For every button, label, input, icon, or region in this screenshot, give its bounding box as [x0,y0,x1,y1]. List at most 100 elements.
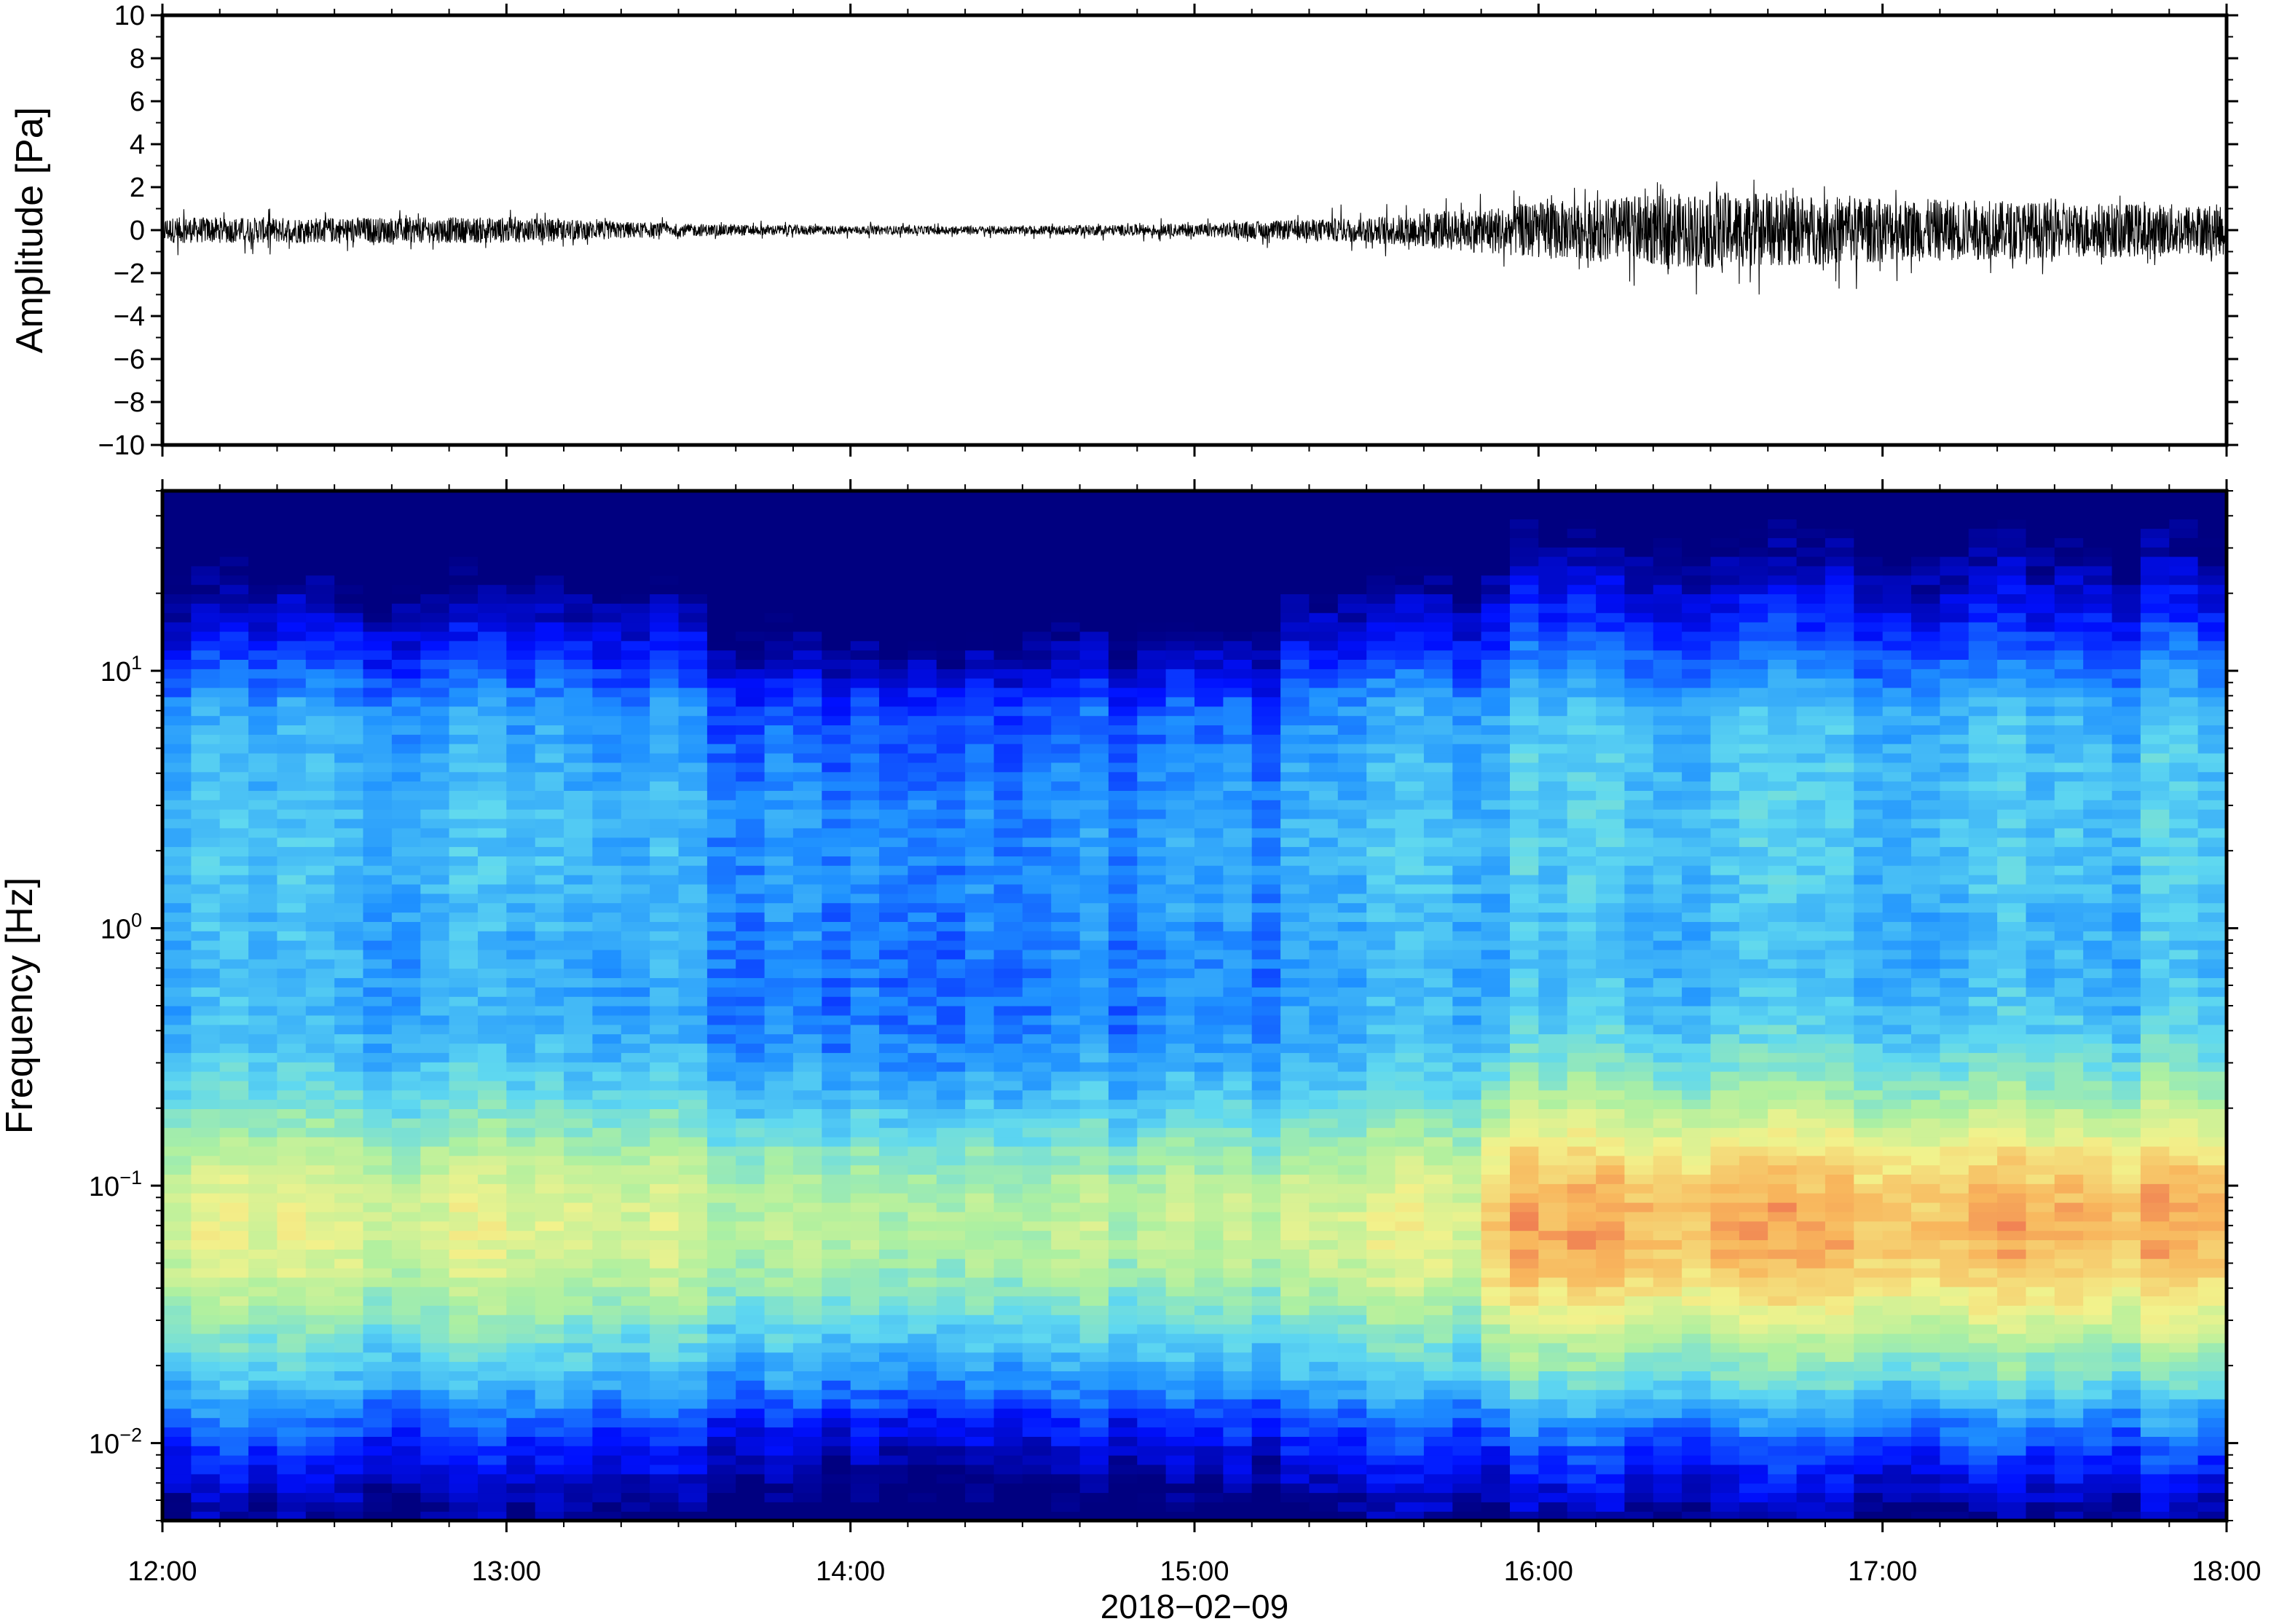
spectrogram-cell [1165,996,1195,1006]
spectrogram-cell [822,1052,851,1063]
spectrogram-cell [707,809,736,819]
spectrogram-cell [1280,1024,1310,1035]
spectrogram-cell [1395,931,1425,941]
spectrogram-cell [191,491,221,501]
spectrogram-cell [162,594,192,604]
spectrogram-cell [1366,790,1396,800]
spectrogram-cell [908,594,937,604]
spectrogram-cell [1165,1043,1195,1053]
spectrogram-cell [1366,1221,1396,1231]
spectrogram-cell [1165,902,1195,913]
spectrogram-cell [993,1436,1023,1446]
spectrogram-cell [1051,1380,1081,1390]
spectrogram-cell [1137,790,1167,800]
spectrogram-cell [564,650,594,660]
spectrogram-cell [191,650,221,660]
spectrogram-cell [650,1146,680,1156]
spectrogram-cell [191,827,221,838]
spectrogram-cell [908,1398,937,1409]
spectrogram-cell [1223,1502,1253,1512]
spectrogram-cell [1108,687,1138,698]
spectrogram-cell [564,537,594,548]
spectrogram-cell [363,837,393,848]
spectrogram-cell [764,1033,794,1044]
spectrogram-cell [1223,744,1253,754]
spectrogram-cell [822,1390,851,1400]
spectrogram-cell [1194,762,1224,773]
spectrogram-cell [162,687,192,698]
spectrogram-cell [592,781,622,791]
spectrogram-cell [1165,1436,1195,1446]
spectrogram-cell [1108,1455,1138,1465]
spectrogram-cell [993,1230,1023,1240]
spectrogram-cell [1194,1043,1224,1053]
spectrogram-cell [592,659,622,669]
spectrogram-cell [1194,1239,1224,1250]
spectrogram-cell [621,603,650,613]
spectrogram-cell [1223,1398,1253,1409]
spectrogram-cell [678,1043,708,1053]
spectrogram-cell [564,1258,594,1269]
spectrogram-cell [1022,715,1052,725]
spectrogram-cell [535,762,564,773]
spectrogram-cell [1079,696,1109,707]
spectrogram-cell [879,1492,908,1502]
spectrogram-cell [506,883,536,894]
spectrogram-cell [277,846,307,856]
spectrogram-cell [1395,1193,1425,1203]
spectrogram-cell [1051,1286,1081,1297]
spectrogram-cell [277,931,307,941]
spectrogram-cell [1337,1099,1367,1109]
spectrogram-cell [391,725,421,735]
spectrogram-cell [1309,1211,1339,1222]
spectrogram-cell [1079,1398,1109,1409]
spectrogram-cell [219,556,249,567]
spectrogram-cell [1366,594,1396,604]
spectrogram-cell [1223,706,1253,717]
spectrogram-cell [1309,1455,1339,1465]
spectrogram-cell [1366,1333,1396,1344]
spectrogram-cell [936,1033,966,1044]
spectrogram-cell [965,996,995,1006]
spectrogram-cell [248,809,278,819]
spectrogram-cell [564,1455,594,1465]
spectrogram-cell [535,1183,564,1194]
spectrogram-cell [592,875,622,885]
spectrogram-cell [506,809,536,819]
spectrogram-cell [822,1174,851,1184]
spectrogram-cell [564,1417,594,1428]
spectrogram-cell [1280,1080,1310,1091]
spectrogram-cell [535,537,564,548]
spectrogram-cell [965,1333,995,1344]
spectrogram-cell [219,1314,249,1325]
spectrogram-cell [1051,837,1081,848]
spectrogram-cell [248,902,278,913]
spectrogram-cell [792,1193,822,1203]
spectrogram-cell [277,640,307,651]
spectrogram-cell [564,715,594,725]
spectrogram-cell [277,687,307,698]
spectrogram-cell [506,528,536,538]
spectrogram-cell [535,1436,564,1446]
spectrogram-cell [707,1137,736,1147]
spectrogram-cell [305,1286,335,1297]
spectrogram-cell [191,659,221,669]
spectrogram-cell [449,1455,479,1465]
spectrogram-cell [420,744,450,754]
spectrogram-cell [908,1014,937,1025]
spectrogram-cell [449,958,479,969]
spectrogram-cell [420,650,450,660]
spectrogram-cell [391,977,421,988]
spectrogram-cell [707,1436,736,1446]
spectrogram-cell [363,1183,393,1194]
spectrogram-cell [535,1258,564,1269]
spectrogram-cell [1108,603,1138,613]
spectrogram-cell [822,640,851,651]
spectrogram-cell [219,1099,249,1109]
spectrogram-cell [535,781,564,791]
spectrogram-cell [506,1183,536,1194]
spectrogram-cell [936,800,966,810]
spectrogram-cell [1366,752,1396,763]
spectrogram-cell [506,1033,536,1044]
spectrogram-cell [736,1146,765,1156]
